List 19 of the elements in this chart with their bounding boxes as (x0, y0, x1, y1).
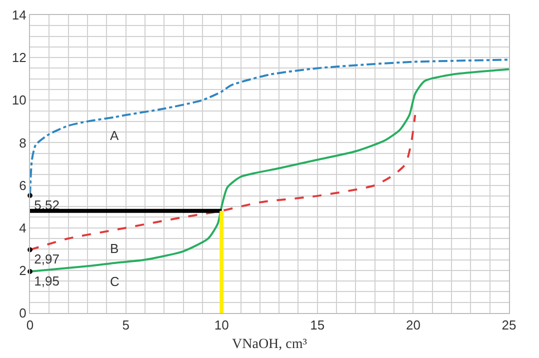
y-tick-label: 10 (12, 92, 26, 108)
y-tick-label: 6 (19, 178, 26, 193)
x-axis-title: VNaOH, cm³ (232, 336, 307, 352)
y-tick-label: 4 (19, 220, 26, 236)
series-label: B (110, 241, 119, 256)
data-label: 2,97 (34, 252, 60, 267)
y-tick-label: 14 (12, 8, 26, 23)
data-label: 1,95 (34, 273, 60, 288)
y-tick-label: 12 (12, 50, 26, 66)
series-label: A (110, 128, 119, 143)
y-tick-label: 0 (19, 306, 26, 321)
x-tick-label: 20 (406, 318, 420, 333)
x-tick-label: 15 (310, 318, 325, 333)
y-tick-label: 2 (19, 262, 26, 278)
x-tick-label: 10 (214, 318, 229, 333)
y-tick-label: 8 (19, 135, 26, 150)
series-label: C (110, 274, 120, 289)
x-tick-label: 5 (122, 318, 130, 333)
x-tick-label: 25 (502, 318, 516, 333)
